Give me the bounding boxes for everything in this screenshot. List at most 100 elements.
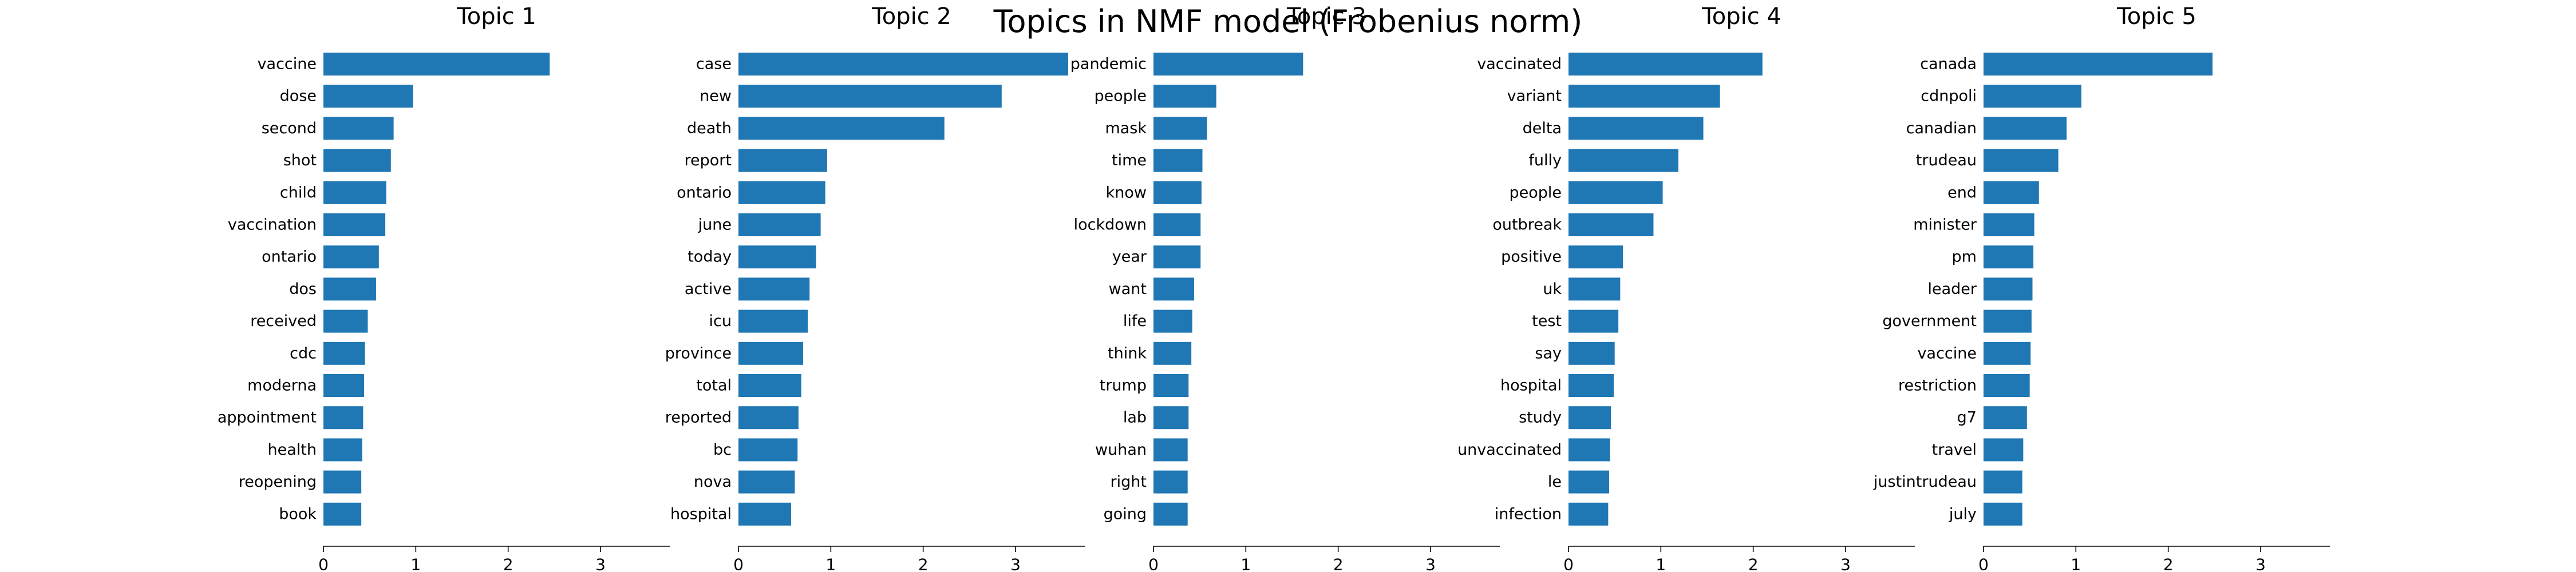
topic-4-x-tick-label: 3 xyxy=(1840,555,1851,572)
topic-5-category-label: trudeau xyxy=(1916,152,1977,169)
topic-3-bar xyxy=(1153,438,1188,462)
topic-2-category-label: june xyxy=(698,216,732,234)
topic-3-category-label: think xyxy=(1108,344,1147,362)
topic-2-bar xyxy=(738,149,827,172)
topic-5-category-label: restriction xyxy=(1898,377,1977,395)
topic-2-category-label: ontario xyxy=(677,184,732,201)
topic-4-bar xyxy=(1568,53,1763,76)
topic-4-bar xyxy=(1568,245,1623,269)
topic-2-bar xyxy=(738,470,795,494)
figure-title: Topics in NMF model (Frobenius norm) xyxy=(993,3,1583,39)
topic-5-bar xyxy=(1984,406,2027,430)
topic-3-bar xyxy=(1153,85,1216,108)
topic-4-bar xyxy=(1568,149,1678,172)
topic-2-panel: Topic 2 case new death report ontario june toda… xyxy=(665,3,1085,572)
topic-5-bar xyxy=(1984,117,2067,140)
topic-5-category-label: justintrudeau xyxy=(1873,473,1977,491)
topic-2-category-label: bc xyxy=(713,441,732,459)
topic-2-bar xyxy=(738,341,803,365)
topic-2-bar xyxy=(738,181,825,204)
topic-1-category-label: vaccine xyxy=(258,55,317,73)
topic-4-bar xyxy=(1568,470,1609,494)
topic-5-bar xyxy=(1984,309,2032,333)
topic-2-category-label: reported xyxy=(665,409,732,427)
topic-4-x-tick-label: 0 xyxy=(1563,555,1574,572)
topic-5-bar xyxy=(1984,213,2034,236)
topic-2-category-label: report xyxy=(685,152,732,169)
topic-4-bar xyxy=(1568,341,1615,365)
topic-4-category-label: uk xyxy=(1543,280,1562,298)
topic-1-bar xyxy=(323,470,362,494)
topic-5-category-label: end xyxy=(1947,184,1977,201)
topic-3-title: Topic 3 xyxy=(1286,3,1366,30)
topic-2-category-label: today xyxy=(688,248,732,266)
topic-4-bar xyxy=(1568,181,1663,204)
topic-4-category-label: fully xyxy=(1528,152,1562,169)
topic-4-category-label: hospital xyxy=(1500,377,1562,395)
topic-1-category-label: dos xyxy=(289,280,317,298)
topic-2-bar xyxy=(738,53,1068,76)
topic-1-title: Topic 1 xyxy=(456,3,536,30)
topic-3-category-label: want xyxy=(1109,280,1147,298)
topic-3-category-label: mask xyxy=(1105,120,1147,137)
topic-5-bar xyxy=(1984,149,2059,172)
topic-1-category-label: health xyxy=(268,441,317,459)
topic-3-x-tick-label: 3 xyxy=(1425,555,1436,572)
topic-2-category-label: province xyxy=(665,344,732,362)
topic-1-bar xyxy=(323,277,376,301)
topic-4-panel: Topic 4 vaccinated variant delta fully people… xyxy=(1457,3,1915,572)
topic-1-bar xyxy=(323,181,386,204)
topic-4-category-label: unvaccinated xyxy=(1457,441,1562,459)
topic-1-category-label: child xyxy=(280,184,317,201)
topic-5-category-label: cdnpoli xyxy=(1921,88,1977,105)
topic-5-category-label: travel xyxy=(1932,441,1977,459)
topic-3-category-label: people xyxy=(1094,88,1147,105)
topic-3-bar xyxy=(1153,502,1188,526)
topic-2-bar xyxy=(738,374,801,397)
topic-1-category-label: vaccination xyxy=(228,216,317,234)
topic-3-category-label: trump xyxy=(1100,377,1147,395)
topic-1-bar xyxy=(323,213,386,236)
topic-2-category-label: icu xyxy=(709,312,732,330)
topic-3-bar xyxy=(1153,309,1192,333)
topic-5-bar xyxy=(1984,470,2022,494)
topic-4-title: Topic 4 xyxy=(1701,3,1781,30)
topic-5-bar xyxy=(1984,53,2213,76)
topic-2-bar xyxy=(738,502,791,526)
topic-1-x-tick-label: 3 xyxy=(595,555,606,572)
topic-1-category-label: moderna xyxy=(247,377,317,395)
topic-3-category-label: know xyxy=(1106,184,1147,201)
topic-2-x-tick-label: 1 xyxy=(825,555,836,572)
topic-2-category-label: death xyxy=(687,120,732,137)
topic-5-category-label: canadian xyxy=(1906,120,1977,137)
topic-1-category-label: received xyxy=(250,312,317,330)
topic-2-category-label: new xyxy=(700,88,732,105)
topic-3-bar xyxy=(1153,181,1202,204)
topic-3-category-label: year xyxy=(1112,248,1147,266)
topic-5-category-label: minister xyxy=(1913,216,1977,234)
topic-3-x-tick-label: 0 xyxy=(1148,555,1159,572)
topic-1-bar xyxy=(323,502,362,526)
topic-4-category-label: delta xyxy=(1523,120,1562,137)
topic-2-x-tick-label: 3 xyxy=(1010,555,1021,572)
topic-1-bar xyxy=(323,53,550,76)
topic-4-bar xyxy=(1568,277,1621,301)
topic-5-bar xyxy=(1984,374,2030,397)
topic-3-x-tick-label: 2 xyxy=(1333,555,1344,572)
topic-5-category-label: vaccine xyxy=(1918,344,1977,362)
topic-1-category-label: book xyxy=(279,505,317,523)
topic-4-category-label: study xyxy=(1519,409,1562,427)
topic-1-category-label: shot xyxy=(283,152,317,169)
topic-2-category-label: case xyxy=(696,55,732,73)
topic-4-category-label: test xyxy=(1532,312,1562,330)
topic-1-category-label: cdc xyxy=(290,344,317,362)
topic-5-bar xyxy=(1984,245,2034,269)
topic-3-bar xyxy=(1153,341,1192,365)
topic-3-bar xyxy=(1153,277,1194,301)
topic-1-bar xyxy=(323,406,364,430)
topic-4-bar xyxy=(1568,117,1704,140)
topic-2-bar xyxy=(738,85,1002,108)
topic-1-bar xyxy=(323,438,362,462)
topic-1-bar xyxy=(323,309,368,333)
topic-1-category-label: appointment xyxy=(218,409,317,427)
